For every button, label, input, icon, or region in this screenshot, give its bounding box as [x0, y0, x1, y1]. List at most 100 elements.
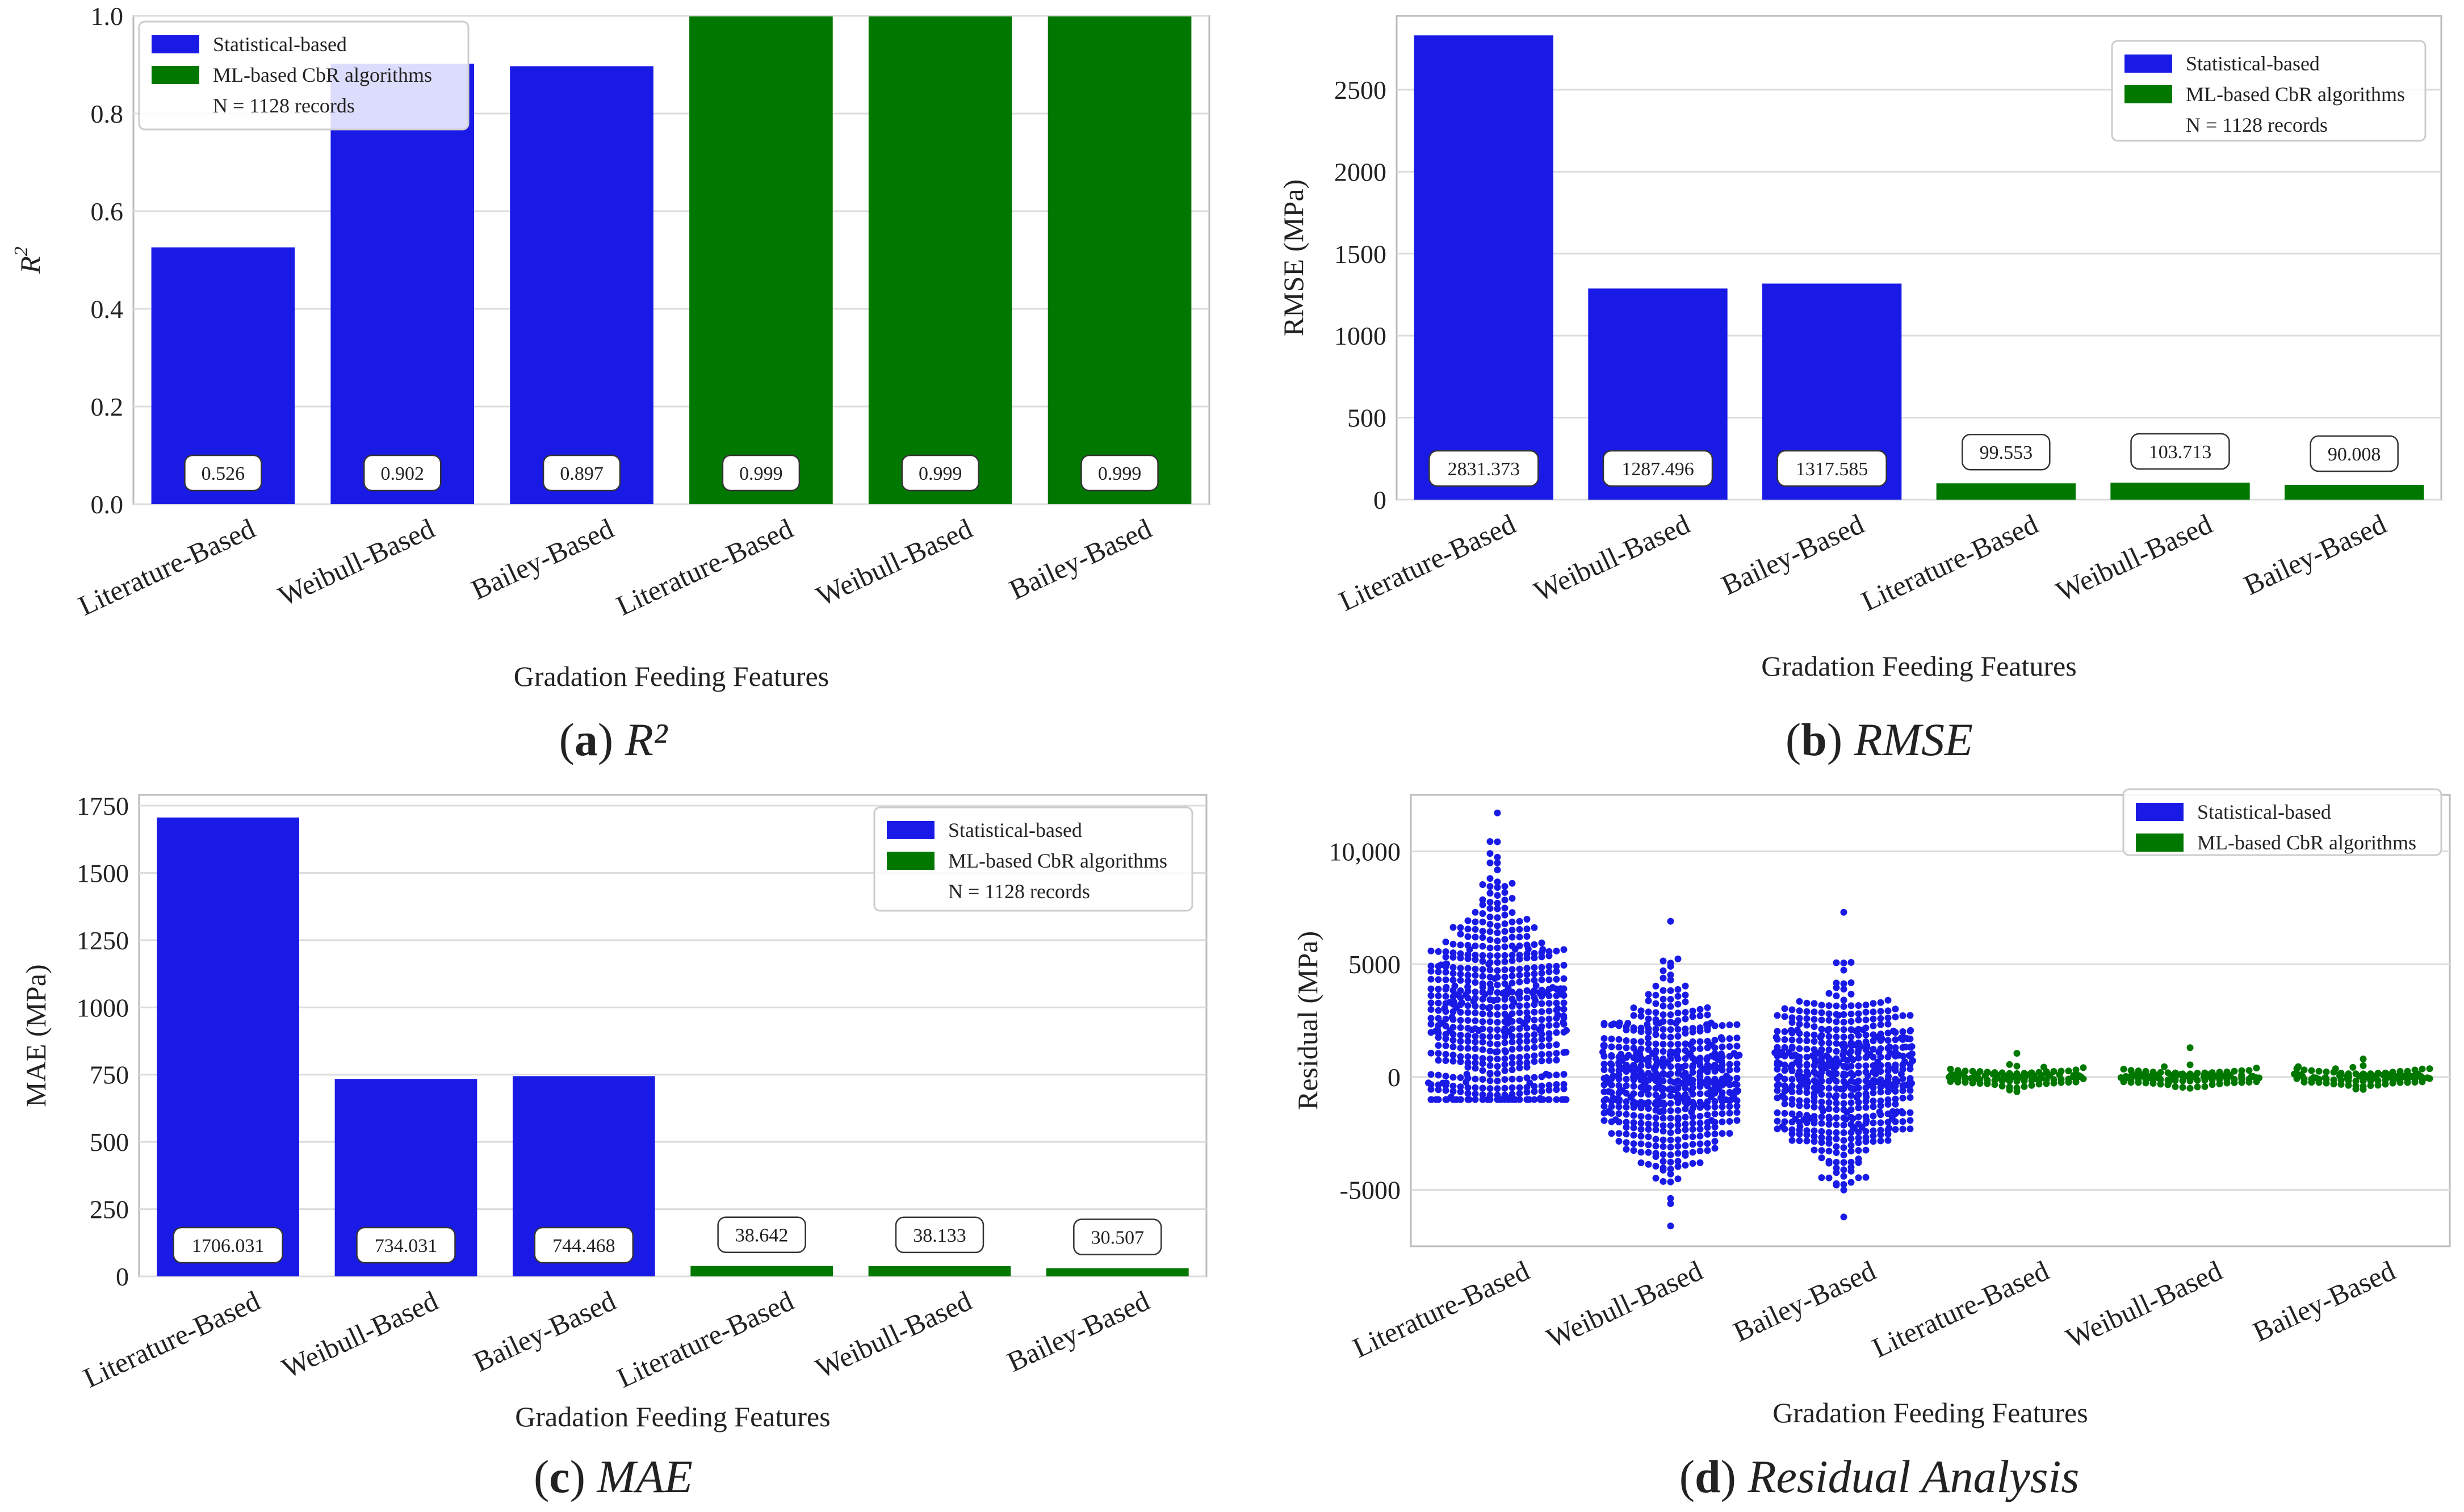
residual-point	[1833, 1169, 1840, 1176]
residual-point	[1788, 1036, 1796, 1044]
residual-point	[1704, 1027, 1711, 1034]
residual-point	[1637, 1012, 1645, 1020]
legend-records-note: N = 1128 records	[213, 94, 355, 117]
residual-point	[1602, 1095, 1610, 1103]
residual-point	[1472, 1059, 1479, 1066]
y-tick-label: 0.6	[91, 197, 124, 226]
residual-point	[1472, 1038, 1479, 1046]
residual-point	[1508, 1084, 1516, 1091]
residual-point	[1501, 1028, 1508, 1035]
residual-point	[1464, 1090, 1472, 1097]
residual-point	[1696, 1125, 1704, 1133]
residual-point	[1464, 1032, 1472, 1040]
residual-point	[1501, 1033, 1508, 1040]
residual-point	[1818, 1134, 1825, 1141]
residual-point	[1494, 981, 1501, 989]
residual-point	[1427, 992, 1435, 999]
residual-point	[1708, 1117, 1715, 1124]
residual-point	[1457, 1074, 1464, 1082]
residual-point	[1486, 1026, 1494, 1033]
residual-point	[1464, 925, 1472, 933]
y-tick-label: 2000	[1334, 157, 1386, 186]
residual-point	[1494, 883, 1501, 891]
panel-caption: (b) RMSE	[1786, 714, 1973, 765]
residual-point	[1635, 1100, 1642, 1107]
residual-point	[1803, 1089, 1811, 1096]
residual-point	[1892, 1036, 1899, 1044]
residual-point	[1730, 1093, 1738, 1100]
residual-point	[2009, 1073, 2016, 1080]
residual-point	[1855, 1054, 1862, 1062]
residual-point	[1855, 1147, 1862, 1154]
residual-point	[1464, 1063, 1472, 1071]
bar	[690, 1266, 833, 1276]
residual-point	[2201, 1083, 2209, 1090]
residual-point	[1637, 1120, 1645, 1127]
residual-point	[1637, 1072, 1645, 1079]
residual-point	[1682, 1009, 1689, 1016]
residual-point	[1817, 1034, 1824, 1041]
y-tick-label: 0	[1388, 1063, 1401, 1092]
residual-point	[2374, 1082, 2382, 1089]
y-tick-label: 500	[90, 1128, 129, 1157]
residual-point	[1682, 1029, 1689, 1037]
residual-point	[1840, 1033, 1847, 1041]
residual-point	[1818, 1091, 1825, 1098]
residual-point	[1451, 998, 1458, 1006]
residual-point	[1475, 1027, 1482, 1034]
residual-point	[1786, 1049, 1793, 1056]
residual-point	[2360, 1086, 2367, 1093]
residual-point	[1464, 983, 1472, 991]
residual-point	[1847, 1135, 1855, 1142]
residual-point	[1545, 1042, 1553, 1049]
residual-point	[1870, 1089, 1877, 1096]
residual-point	[2404, 1071, 2412, 1078]
residual-point	[1449, 977, 1457, 984]
y-tick-label: -5000	[1340, 1176, 1401, 1205]
residual-point	[1479, 1010, 1486, 1017]
residual-point	[1667, 1092, 1674, 1099]
residual-point	[2038, 1072, 2045, 1079]
residual-point	[1652, 1019, 1660, 1026]
residual-point	[1726, 1061, 1733, 1068]
residual-point	[1825, 1159, 1833, 1167]
residual-point	[1449, 1036, 1457, 1044]
x-axis-label: Gradation Feeding Features	[1772, 1397, 2088, 1429]
residual-point	[1457, 1053, 1464, 1060]
residual-point	[1623, 1098, 1630, 1105]
residual-point	[1435, 968, 1442, 975]
residual-point	[1615, 1110, 1623, 1117]
residual-point	[1494, 905, 1501, 912]
residual-point	[1726, 1109, 1733, 1117]
residual-point	[2352, 1086, 2360, 1093]
residual-point	[1538, 1050, 1545, 1058]
residual-point	[1523, 1053, 1531, 1060]
residual-point	[1531, 954, 1538, 962]
residual-point	[1600, 1020, 1608, 1027]
residual-point	[1667, 1033, 1674, 1041]
residual-point	[1652, 1031, 1660, 1038]
residual-point	[1487, 985, 1495, 992]
residual-point	[1449, 1057, 1457, 1065]
residual-point	[1481, 991, 1489, 998]
residual-point	[1788, 1130, 1796, 1137]
residual-point	[1531, 977, 1538, 984]
residual-point	[1788, 1137, 1796, 1144]
x-tick-label: Bailey-Based	[466, 512, 618, 606]
residual-point	[1906, 1078, 1913, 1086]
residual-point	[2044, 1071, 2052, 1078]
residual-point	[1833, 1002, 1840, 1010]
residual-point	[1843, 1063, 1851, 1071]
residual-point	[1788, 1075, 1796, 1083]
residual-point	[1892, 1100, 1899, 1108]
data-label-box	[534, 1226, 634, 1264]
residual-point	[1652, 1136, 1660, 1143]
residual-point	[1796, 1037, 1803, 1044]
residual-point	[1660, 1178, 1667, 1185]
residual-point	[1689, 1133, 1696, 1141]
residual-point	[1840, 1121, 1847, 1129]
x-tick-label: Bailey-Based	[1004, 512, 1156, 606]
residual-point	[1674, 1041, 1682, 1048]
legend-label-statistical: Statistical-based	[948, 819, 1082, 841]
residual-point	[1486, 859, 1494, 866]
